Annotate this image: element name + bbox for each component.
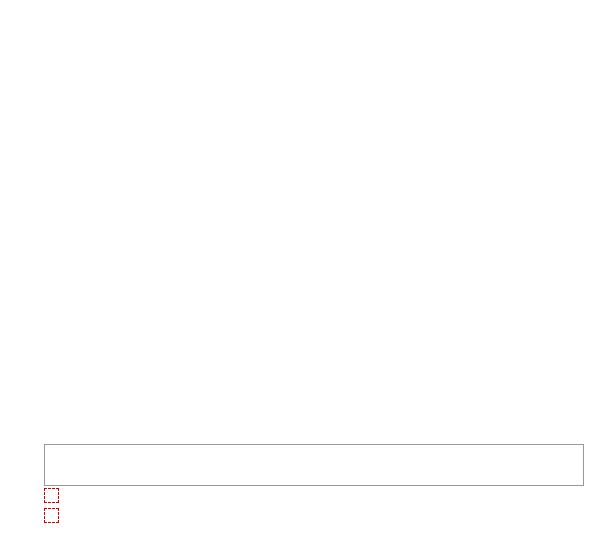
table-row — [44, 505, 584, 525]
table-row — [44, 485, 584, 505]
marker-badge — [44, 508, 59, 523]
sale-markers-table — [44, 485, 584, 525]
price-chart — [44, 46, 584, 436]
marker-badge — [44, 488, 59, 503]
legend — [44, 444, 584, 486]
title-block — [0, 0, 600, 6]
legend-swatch — [51, 472, 73, 475]
legend-swatch — [51, 456, 73, 459]
legend-item — [51, 449, 577, 465]
legend-item — [51, 465, 577, 481]
chart-container — [0, 0, 600, 560]
